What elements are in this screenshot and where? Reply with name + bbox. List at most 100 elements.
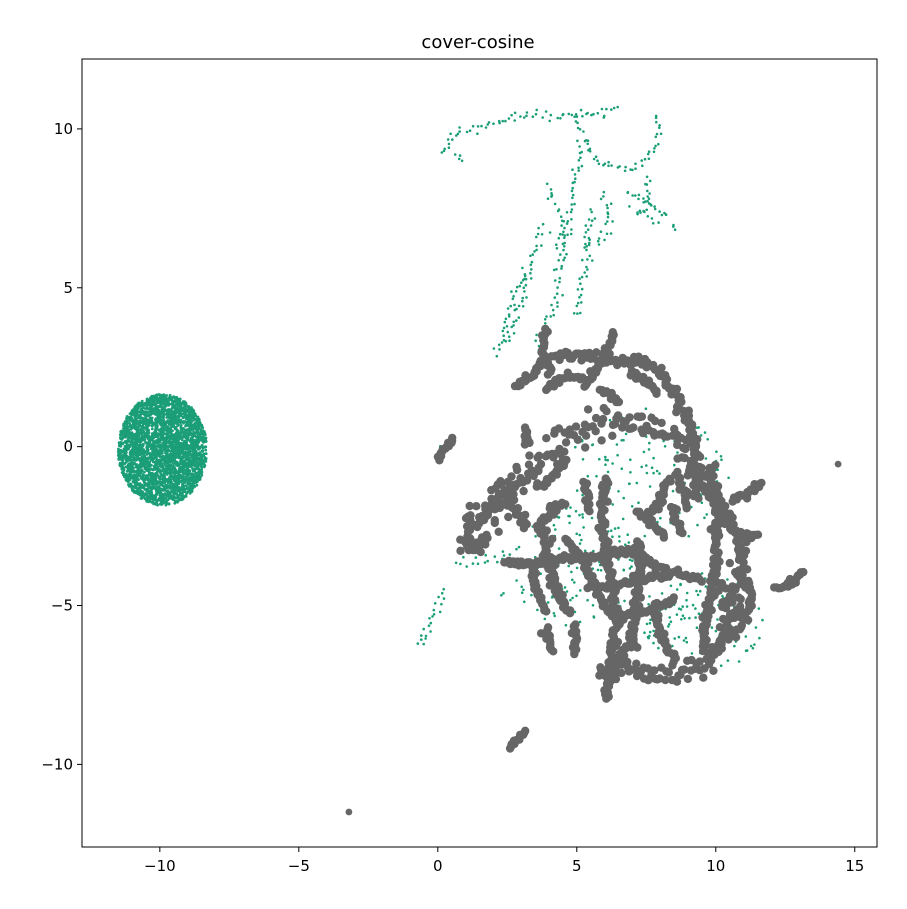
point	[549, 113, 553, 117]
point	[538, 551, 547, 561]
point	[176, 464, 180, 468]
point	[510, 325, 513, 329]
point	[198, 469, 202, 472]
series-1-cluster-8	[501, 266, 528, 343]
point	[188, 409, 191, 413]
point	[549, 188, 553, 191]
point	[573, 435, 583, 444]
point	[634, 194, 637, 197]
point	[559, 253, 562, 256]
point	[172, 498, 175, 501]
point	[579, 589, 582, 592]
point	[675, 613, 679, 616]
point	[183, 401, 187, 404]
point	[147, 472, 151, 476]
point	[152, 482, 155, 486]
point	[178, 434, 182, 438]
point	[202, 452, 206, 456]
point	[530, 268, 533, 271]
point	[194, 481, 198, 484]
point	[706, 438, 709, 441]
point	[156, 443, 160, 447]
point	[698, 589, 702, 593]
point	[476, 562, 480, 566]
point	[180, 409, 184, 413]
point	[136, 420, 140, 423]
point	[502, 554, 506, 557]
point	[179, 465, 183, 469]
point	[156, 393, 160, 397]
point	[623, 599, 626, 603]
point	[565, 252, 568, 256]
point	[153, 422, 157, 426]
point	[121, 436, 125, 440]
point	[628, 567, 632, 570]
point	[754, 626, 758, 629]
point	[640, 465, 643, 469]
point	[177, 437, 181, 441]
point	[131, 408, 135, 411]
point	[680, 453, 689, 463]
point	[592, 157, 596, 161]
point	[151, 450, 155, 453]
point	[541, 222, 545, 226]
point	[521, 305, 525, 308]
point	[188, 428, 192, 432]
series-1-cluster-10	[572, 208, 597, 315]
point	[193, 464, 197, 468]
point	[129, 433, 133, 437]
point	[569, 232, 573, 236]
point	[125, 470, 129, 473]
point	[645, 622, 649, 626]
point	[129, 482, 132, 486]
point	[122, 423, 126, 427]
point	[429, 621, 433, 625]
point	[196, 438, 199, 441]
point	[182, 430, 186, 434]
point	[552, 268, 556, 272]
point	[627, 541, 631, 544]
point	[609, 529, 613, 532]
point	[562, 230, 565, 234]
point	[146, 478, 150, 482]
point	[193, 475, 197, 478]
point	[159, 476, 162, 480]
point	[684, 636, 688, 640]
point	[517, 316, 521, 319]
point	[512, 320, 515, 324]
point	[681, 605, 684, 608]
point	[140, 457, 144, 461]
point	[648, 192, 651, 195]
point	[606, 458, 609, 462]
point	[657, 142, 660, 146]
point	[617, 526, 620, 530]
point	[130, 475, 133, 479]
point	[593, 217, 597, 220]
point	[716, 618, 719, 621]
point	[714, 629, 718, 633]
point	[525, 114, 528, 118]
point	[652, 641, 655, 645]
point	[618, 165, 621, 168]
point	[502, 338, 506, 342]
point	[574, 445, 577, 449]
point	[182, 460, 186, 464]
point	[588, 150, 592, 153]
point	[576, 312, 579, 315]
point	[191, 427, 195, 431]
point	[704, 585, 708, 588]
point	[607, 160, 610, 164]
point	[184, 494, 188, 498]
point	[495, 354, 499, 358]
point	[744, 635, 748, 638]
point	[658, 126, 661, 129]
point	[167, 408, 171, 411]
point	[616, 453, 619, 457]
point	[513, 119, 516, 122]
point	[151, 423, 154, 427]
point	[565, 609, 575, 618]
point	[660, 592, 664, 595]
point	[157, 463, 161, 466]
point	[135, 410, 138, 413]
point	[190, 433, 194, 436]
